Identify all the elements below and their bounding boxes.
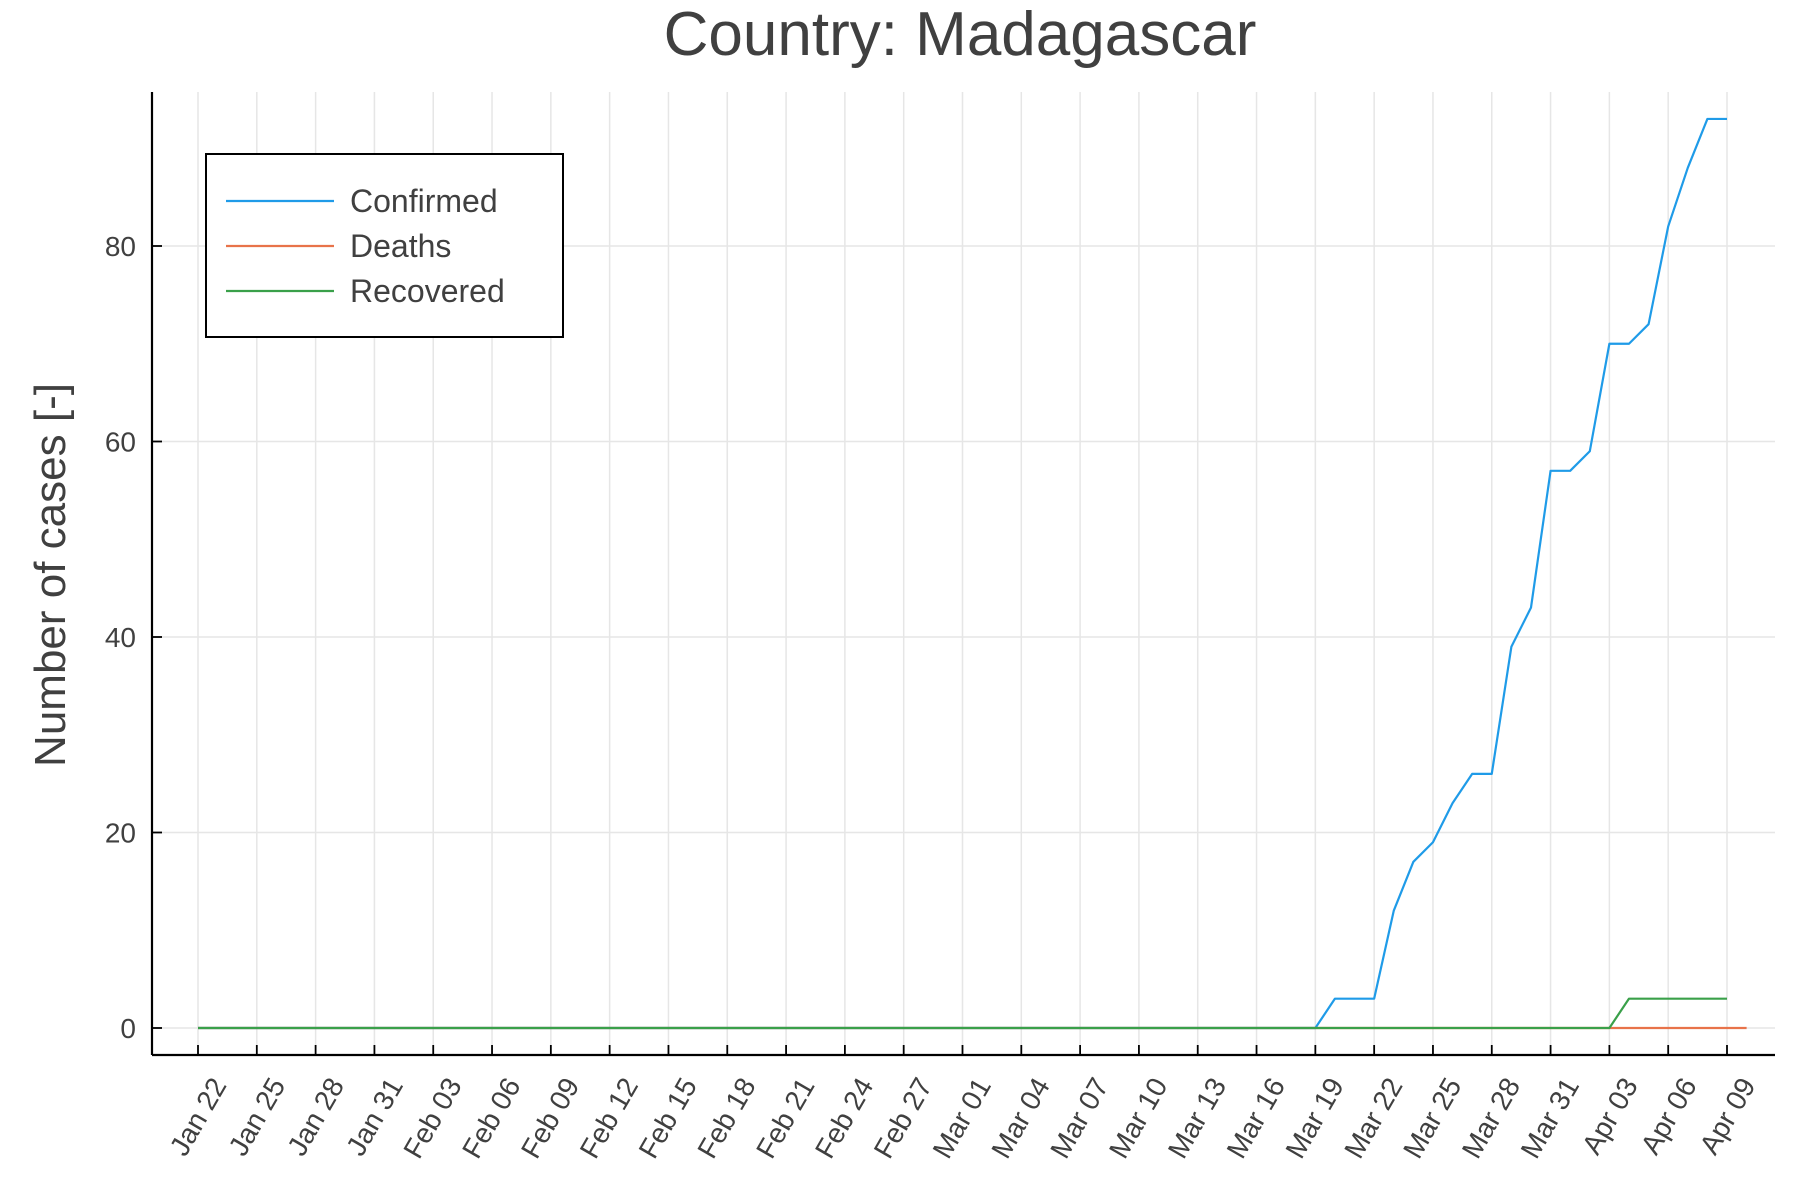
x-tick-label: Mar 10 <box>1103 1073 1173 1164</box>
y-tick-label: 60 <box>105 427 136 458</box>
x-tick-label: Apr 09 <box>1693 1073 1761 1160</box>
x-tick-label: Mar 19 <box>1279 1073 1349 1164</box>
y-axis-label: Number of cases [-] <box>26 383 75 767</box>
x-tick-label: Apr 03 <box>1576 1073 1644 1160</box>
x-tick-label: Feb 24 <box>809 1073 879 1164</box>
y-tick-labels: 0 20 40 60 80 <box>105 231 162 1044</box>
x-tick-label: Feb 03 <box>397 1073 467 1164</box>
y-tick-label: 80 <box>105 231 136 262</box>
x-tick-label: Mar 25 <box>1397 1073 1467 1164</box>
legend-label-deaths: Deaths <box>350 228 451 264</box>
y-tick-label: 0 <box>120 1013 136 1044</box>
x-tick-label: Mar 28 <box>1456 1073 1526 1164</box>
x-tick-label: Feb 09 <box>515 1073 585 1164</box>
x-tick-label: Feb 12 <box>574 1073 644 1164</box>
legend-label-confirmed: Confirmed <box>350 183 498 219</box>
x-tick-label: Feb 21 <box>750 1073 820 1164</box>
x-tick-label: Jan 25 <box>222 1073 291 1161</box>
legend-label-recovered: Recovered <box>350 273 505 309</box>
x-tick-label: Feb 15 <box>633 1073 703 1164</box>
x-tick-label: Feb 27 <box>868 1073 938 1164</box>
x-tick-label: Mar 16 <box>1221 1073 1291 1164</box>
legend: Confirmed Deaths Recovered <box>205 153 564 338</box>
y-tick-label: 40 <box>105 622 136 653</box>
x-tick-label: Jan 22 <box>164 1073 233 1161</box>
x-tick-label: Mar 01 <box>927 1073 997 1164</box>
chart-title: Country: Madagascar <box>664 0 1257 69</box>
x-tick-label: Mar 13 <box>1162 1073 1232 1164</box>
x-tick-label: Jan 28 <box>281 1073 350 1161</box>
x-tick-label: Feb 18 <box>691 1073 761 1164</box>
series-lines <box>198 117 1747 1030</box>
x-tick-label: Apr 06 <box>1635 1073 1703 1160</box>
x-tick-label: Mar 22 <box>1338 1073 1408 1164</box>
x-tick-label: Mar 31 <box>1515 1073 1585 1164</box>
y-tick-label: 20 <box>105 818 136 849</box>
x-tick-label: Mar 04 <box>985 1073 1055 1164</box>
series-line-recovered <box>198 997 1727 1030</box>
x-tick-label: Feb 06 <box>456 1073 526 1164</box>
x-tick-label: Mar 07 <box>1044 1073 1114 1164</box>
axes <box>150 92 1775 1057</box>
